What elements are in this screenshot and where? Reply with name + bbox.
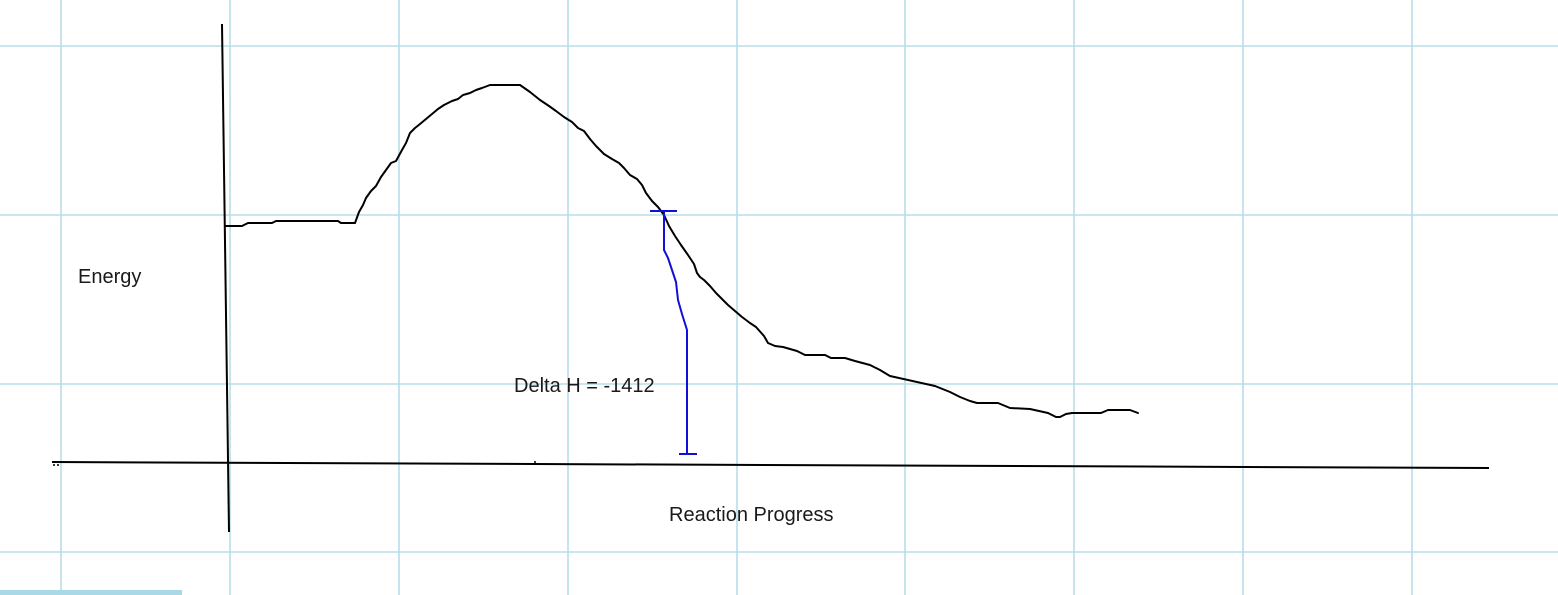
stray-mark [53, 464, 55, 466]
energy-axis [221, 23, 230, 533]
delta-h-label: Delta H = -1412 [514, 375, 655, 397]
axes [51, 23, 1490, 533]
reaction-progress-axis [51, 461, 1490, 469]
stray-mark [57, 464, 59, 466]
delta-h-bracket [663, 211, 688, 454]
energy-axis-label: Energy [78, 266, 141, 288]
reaction-progress-label: Reaction Progress [669, 504, 834, 526]
stray-mark [534, 461, 536, 463]
delta-h-marker [650, 210, 697, 455]
energy-curve [224, 84, 1139, 418]
horizontal-scrollbar[interactable] [0, 590, 182, 595]
